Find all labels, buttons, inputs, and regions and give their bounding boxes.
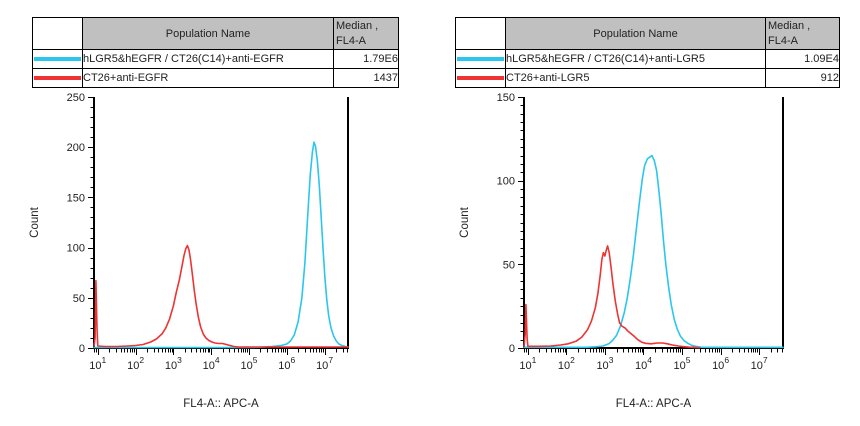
legend-table-egfr: Population Name Median , FL4-A hLGR5&hEG… — [32, 17, 399, 88]
y-tick-label: 150 — [67, 192, 85, 204]
median-header-line1: Median , — [768, 19, 811, 32]
x-tick-label: 101 — [519, 355, 536, 372]
population-name-cell: CT26+anti-LGR5 — [505, 68, 766, 88]
series-curve-1 — [93, 244, 349, 348]
series-curve-0 — [523, 154, 784, 349]
y-tick-label: 200 — [67, 142, 85, 154]
series-curve-1 — [523, 245, 701, 349]
x-tick-label: 106 — [712, 355, 729, 372]
population-name-cell: hLGR5&hEGFR / CT26(C14)+anti-EGFR — [82, 49, 334, 69]
population-swatch-cell — [32, 49, 83, 69]
x-tick-label: 101 — [89, 355, 106, 372]
legend-header-median: Median , FL4-A — [765, 17, 840, 50]
x-axis-title: FL4-A:: APC-A — [616, 398, 692, 410]
legend-header-population: Population Name — [82, 17, 334, 50]
x-tick-label: 107 — [316, 355, 333, 372]
population-name-cell: CT26+anti-EGFR — [82, 68, 334, 88]
median-value-cell: 912 — [765, 68, 840, 88]
legend-table-lgr5: Population Name Median , FL4-A hLGR5&hEG… — [455, 17, 840, 88]
population-name-cell: hLGR5&hEGFR / CT26(C14)+anti-LGR5 — [505, 49, 766, 69]
legend-header-swatch — [455, 17, 506, 50]
y-axis-title: Count — [29, 206, 41, 237]
median-value-cell: 1.79E6 — [333, 49, 399, 69]
median-header-line1: Median , — [336, 19, 379, 32]
y-tick-label: 250 — [67, 92, 85, 104]
y-tick-label: 100 — [67, 243, 85, 255]
x-tick-label: 107 — [751, 355, 768, 372]
legend-header-swatch — [32, 17, 83, 50]
x-tick-label: 106 — [278, 355, 295, 372]
population-color-swatch — [34, 57, 81, 61]
x-tick-label: 104 — [203, 355, 220, 372]
y-tick-label: 100 — [497, 176, 515, 188]
y-tick-label: 50 — [503, 259, 515, 271]
x-axis-title: FL4-A:: APC-A — [183, 398, 259, 410]
population-swatch-cell — [32, 68, 83, 88]
median-value-cell: 1.09E4 — [765, 49, 840, 69]
histogram-chart-egfr: 0 50 100 150 200 250 101 102 103 104 105 106 107 FL4-… — [29, 92, 349, 410]
series-curve-0 — [93, 141, 349, 349]
legend-header-median: Median , FL4-A — [333, 17, 399, 50]
x-tick-label: 104 — [635, 355, 652, 372]
median-header-line2: FL4-A — [336, 34, 366, 47]
x-tick-label: 102 — [127, 355, 144, 372]
population-color-swatch — [34, 76, 81, 80]
population-color-swatch — [457, 76, 504, 80]
x-tick-label: 105 — [674, 355, 691, 372]
y-tick-label: 150 — [497, 92, 515, 104]
x-tick-label: 102 — [558, 355, 575, 372]
y-tick-label: 50 — [73, 293, 85, 305]
median-header-line2: FL4-A — [768, 34, 798, 47]
legend-header-population: Population Name — [505, 17, 766, 50]
median-value-cell: 1437 — [333, 68, 399, 88]
y-tick-label: 0 — [509, 343, 515, 355]
x-tick-label: 105 — [240, 355, 257, 372]
y-tick-label: 0 — [79, 343, 85, 355]
population-color-swatch — [457, 57, 504, 61]
population-swatch-cell — [455, 68, 506, 88]
y-axis-title: Count — [459, 206, 471, 237]
x-tick-label: 103 — [596, 355, 613, 372]
x-tick-label: 103 — [165, 355, 182, 372]
population-swatch-cell — [455, 49, 506, 69]
